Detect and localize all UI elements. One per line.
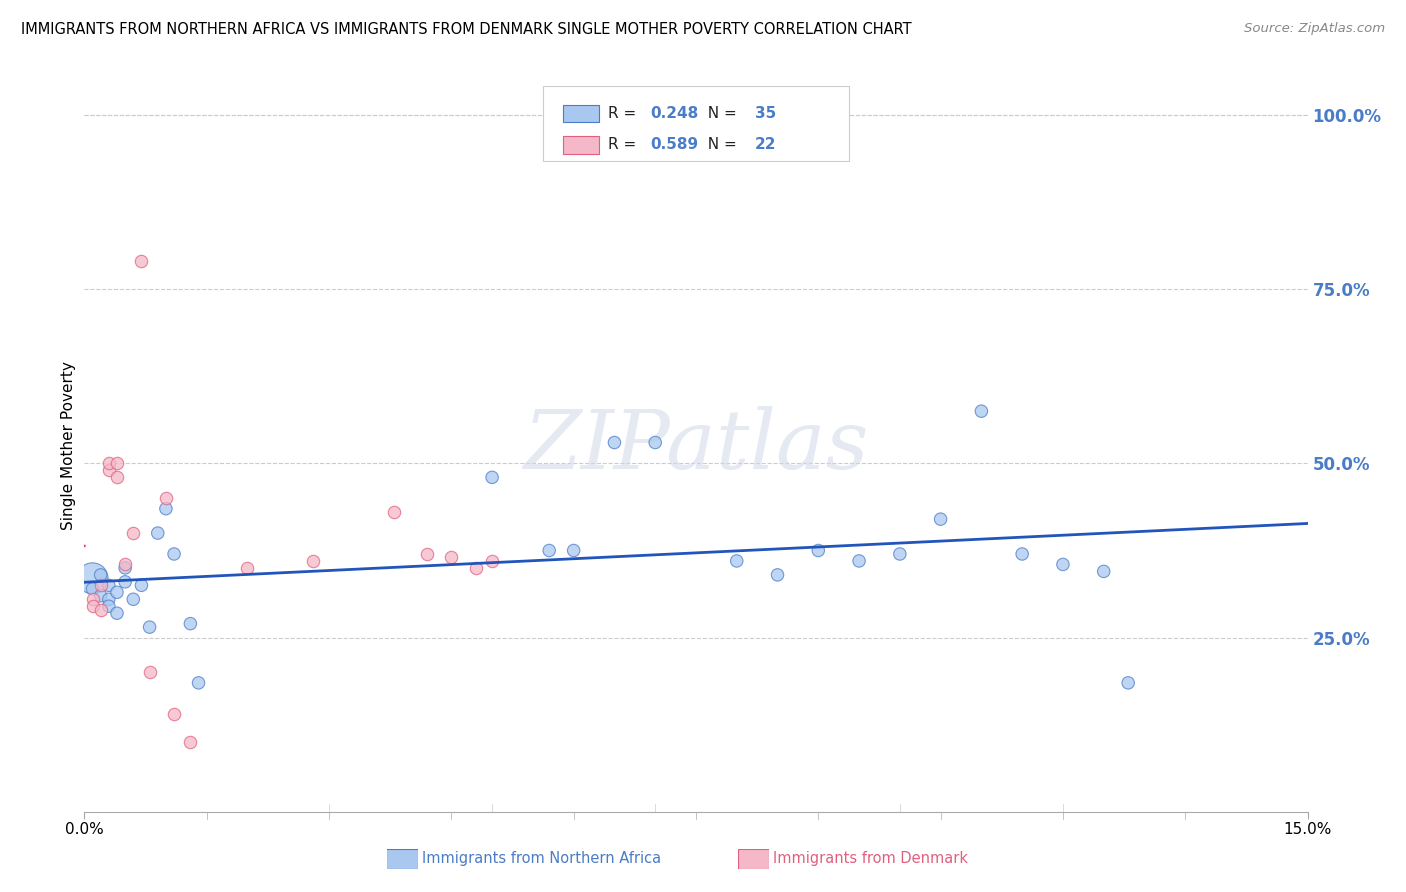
Point [82,571,104,585]
Point [90,603,112,617]
Point [131,254,153,268]
Text: Source: ZipAtlas.com: Source: ZipAtlas.com [1244,22,1385,36]
Point [105,585,128,599]
Point [122,592,145,607]
FancyBboxPatch shape [562,104,599,122]
Text: 35: 35 [755,106,776,120]
Text: IMMIGRANTS FROM NORTHERN AFRICA VS IMMIGRANTS FROM DENMARK SINGLE MOTHER POVERTY: IMMIGRANTS FROM NORTHERN AFRICA VS IMMIG… [21,22,911,37]
Point [82,592,104,607]
Point [82,599,104,614]
Point [603,435,626,450]
Point [114,561,136,575]
Point [97,592,120,607]
Point [187,676,209,690]
Point [146,526,169,541]
Point [236,561,259,575]
Point [131,578,153,592]
Point [538,543,561,558]
Text: ZIPatlas: ZIPatlas [523,406,869,486]
Point [889,547,911,561]
Point [163,547,186,561]
FancyBboxPatch shape [387,849,418,869]
Point [1011,547,1033,561]
Point [90,589,112,603]
Point [644,435,666,450]
Point [138,620,160,634]
Point [97,599,120,614]
Text: R =: R = [607,137,641,153]
Point [90,567,112,582]
Text: 0.589: 0.589 [651,137,699,153]
Text: Immigrants from Northern Africa: Immigrants from Northern Africa [422,851,661,865]
Point [97,463,120,477]
Point [562,543,585,558]
Point [138,665,160,680]
Point [1052,558,1074,572]
FancyBboxPatch shape [562,136,599,153]
Point [848,554,870,568]
Point [481,554,503,568]
Point [155,491,177,506]
Text: R =: R = [607,106,641,120]
FancyBboxPatch shape [738,849,769,869]
Point [766,567,789,582]
Point [464,561,486,575]
Point [440,550,463,565]
Point [105,606,128,620]
Point [114,558,136,572]
Point [82,582,104,596]
Point [1116,676,1139,690]
Point [122,526,145,541]
Text: N =: N = [699,106,742,120]
Point [90,578,112,592]
Point [105,457,128,471]
Point [725,554,748,568]
Point [105,470,128,484]
Text: Immigrants from Denmark: Immigrants from Denmark [773,851,969,865]
Point [807,543,830,558]
Point [1092,565,1115,579]
Point [163,707,186,722]
Point [114,574,136,589]
Point [179,735,201,749]
Point [929,512,952,526]
Point [970,404,993,418]
Text: N =: N = [699,137,742,153]
Point [155,501,177,516]
Point [416,547,439,561]
Point [301,554,323,568]
Point [382,505,405,519]
Text: 22: 22 [755,137,776,153]
Point [97,457,120,471]
Text: 0.248: 0.248 [651,106,699,120]
Point [481,470,503,484]
Y-axis label: Single Mother Poverty: Single Mother Poverty [60,361,76,531]
FancyBboxPatch shape [543,87,849,161]
Point [179,616,201,631]
Point [97,578,120,592]
